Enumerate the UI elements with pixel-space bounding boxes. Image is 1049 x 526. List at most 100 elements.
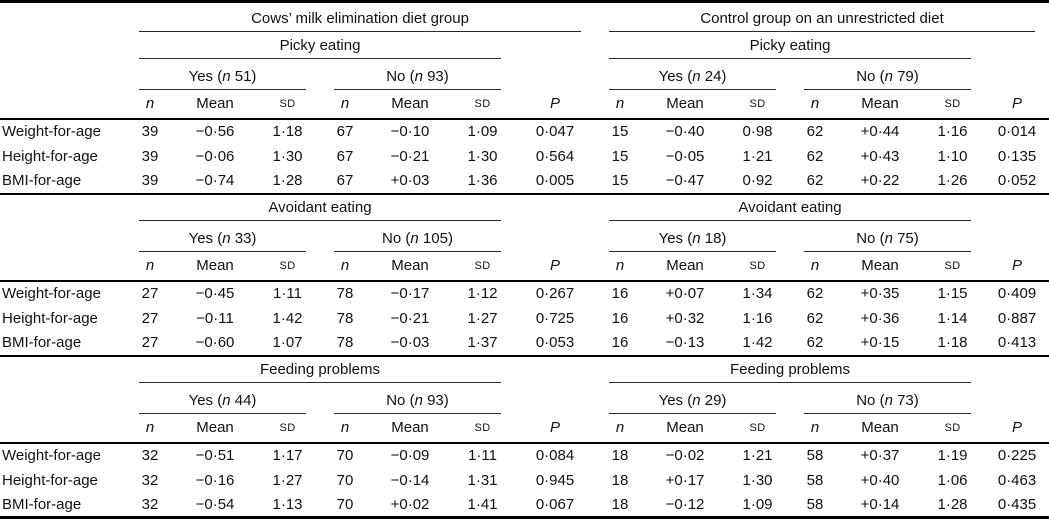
data-cell-mean: −0·10 bbox=[390, 123, 430, 140]
n-symbol: n bbox=[692, 229, 701, 247]
data-cell-mean: −0·06 bbox=[195, 147, 235, 165]
subgroup-count: 105 bbox=[422, 229, 448, 247]
data-cell-sd: 1·28 bbox=[255, 168, 320, 195]
data-cell-sd: 1·16 bbox=[742, 309, 773, 327]
empty-cell bbox=[0, 383, 125, 414]
data-cell-sd: 1·21 bbox=[742, 447, 773, 464]
data-cell-mean: −0·12 bbox=[665, 495, 705, 513]
section-title-text: Avoidant eating bbox=[268, 198, 372, 216]
row-label: Weight-for-age bbox=[2, 123, 101, 140]
data-cell-n: 32 bbox=[141, 471, 159, 489]
row-label: Weight-for-age bbox=[2, 447, 101, 464]
col-header-p: P bbox=[985, 413, 1049, 444]
data-cell-n: 32 bbox=[141, 447, 159, 464]
ruled-heading: Control group on an unrestricted diet bbox=[609, 10, 1036, 32]
col-header-n: n bbox=[125, 89, 175, 120]
data-cell-n: 67 bbox=[320, 168, 370, 195]
col-header-mean: Mean bbox=[370, 413, 450, 444]
data-row-bmi-for-age: BMI-for-age 32 −0·54 1·13 70 +0·02 1·41 0·067 18… bbox=[0, 493, 1049, 518]
subgroup-label-no: No (n 79) bbox=[790, 59, 985, 90]
ruled-heading: Picky eating bbox=[139, 37, 501, 59]
data-cell-n: 15 bbox=[611, 147, 629, 165]
subgroup-label-yes: Yes (n 33) bbox=[125, 221, 320, 252]
group-title-text: Cows’ milk elimination diet group bbox=[251, 9, 469, 27]
data-cell-mean: −0·03 bbox=[370, 330, 450, 357]
col-header-n: n bbox=[320, 89, 370, 120]
subgroup-heading: No (n 73) bbox=[804, 392, 971, 414]
empty-cell bbox=[515, 356, 595, 383]
section-title-text: Picky eating bbox=[279, 36, 361, 54]
data-cell-sd: 1·30 bbox=[467, 147, 498, 165]
col-header-p: P bbox=[985, 251, 1049, 282]
data-cell-sd: 1·07 bbox=[255, 330, 320, 357]
data-cell-mean: +0·40 bbox=[860, 471, 900, 489]
section-title-text: Avoidant eating bbox=[738, 198, 842, 216]
subgroup-label-yes: Yes (n 29) bbox=[595, 383, 790, 414]
data-cell-mean: +0·14 bbox=[860, 495, 900, 513]
data-cell-n: 18 bbox=[611, 495, 629, 513]
subgroup-count: 75 bbox=[897, 229, 914, 247]
header-row-section-titles: Feeding problems Feeding problems bbox=[0, 356, 1049, 383]
col-header-n: n bbox=[790, 251, 840, 282]
n-symbol: n bbox=[414, 67, 423, 85]
data-cell-mean: −0·17 bbox=[390, 285, 430, 302]
ruled-heading: Cows’ milk elimination diet group bbox=[139, 10, 581, 32]
data-cell-n: 62 bbox=[806, 309, 824, 327]
subgroup-word: Yes bbox=[658, 391, 684, 409]
col-header-sd: SD bbox=[725, 89, 790, 120]
data-row-bmi-for-age: BMI-for-age 39 −0·74 1·28 67 +0·03 1·36 0·005 15… bbox=[0, 168, 1049, 195]
col-header-p: P bbox=[985, 89, 1049, 120]
subgroup-heading: No (n 93) bbox=[334, 392, 501, 414]
data-cell-sd: 1·28 bbox=[937, 495, 968, 513]
data-cell-n: 78 bbox=[320, 330, 370, 357]
header-row-subgroups: Yes (n 44) No (n 93) Yes (n 29) No (n 73) bbox=[0, 383, 1049, 414]
subgroup-label-no: No (n 105) bbox=[320, 221, 515, 252]
section-title-left: Avoidant eating bbox=[125, 194, 515, 221]
data-cell-sd: 1·19 bbox=[937, 447, 968, 464]
data-cell-n: 15 bbox=[611, 123, 629, 140]
subgroup-heading: Yes (n 29) bbox=[609, 392, 776, 414]
col-header-sd: SD bbox=[450, 413, 515, 444]
data-cell-n: 70 bbox=[336, 495, 354, 513]
n-symbol: n bbox=[410, 229, 419, 247]
col-header-sd: SD bbox=[920, 251, 985, 282]
empty-cell bbox=[515, 221, 595, 252]
data-cell-p: 0·053 bbox=[515, 330, 595, 357]
subgroup-count: 24 bbox=[704, 67, 722, 85]
header-row-section-titles: Picky eating Picky eating bbox=[0, 32, 1049, 59]
empty-cell bbox=[0, 32, 125, 59]
subgroup-word: Yes bbox=[188, 67, 214, 85]
empty-cell bbox=[985, 59, 1049, 90]
data-cell-sd: 1·37 bbox=[450, 330, 515, 357]
data-cell-mean: +0·35 bbox=[860, 285, 900, 302]
section-title-text: Picky eating bbox=[749, 36, 831, 54]
row-label: BMI-for-age bbox=[0, 330, 125, 357]
subgroup-count: 51 bbox=[234, 67, 252, 85]
row-label: Height-for-age bbox=[2, 309, 98, 327]
data-cell-sd: 1·13 bbox=[272, 495, 303, 513]
data-cell-p: 0·463 bbox=[997, 471, 1037, 489]
data-row-height-for-age: Height-for-age 39 −0·06 1·30 67 −0·21 1·30 0·56… bbox=[0, 144, 1049, 169]
data-cell-mean: −0·21 bbox=[390, 309, 430, 327]
empty-cell bbox=[0, 2, 125, 32]
data-cell-mean: −0·54 bbox=[195, 495, 235, 513]
data-cell-mean: +0·15 bbox=[840, 330, 920, 357]
data-cell-mean: −0·13 bbox=[645, 330, 725, 357]
data-cell-sd: 1·36 bbox=[450, 168, 515, 195]
col-header-n: n bbox=[595, 251, 645, 282]
data-cell-mean: −0·11 bbox=[196, 309, 234, 327]
data-cell-n: 27 bbox=[125, 330, 175, 357]
data-cell-n: 67 bbox=[336, 147, 354, 165]
data-cell-mean: −0·47 bbox=[645, 168, 725, 195]
data-cell-sd: 1·42 bbox=[725, 330, 790, 357]
data-cell-sd: 1·34 bbox=[742, 285, 773, 302]
row-label: BMI-for-age bbox=[2, 495, 82, 513]
data-cell-p: 0·014 bbox=[997, 123, 1037, 140]
subgroup-count: 93 bbox=[427, 391, 444, 409]
col-header-sd: SD bbox=[255, 413, 320, 444]
data-cell-sd: 1·18 bbox=[272, 123, 303, 140]
data-cell-mean: +0·02 bbox=[390, 495, 430, 513]
